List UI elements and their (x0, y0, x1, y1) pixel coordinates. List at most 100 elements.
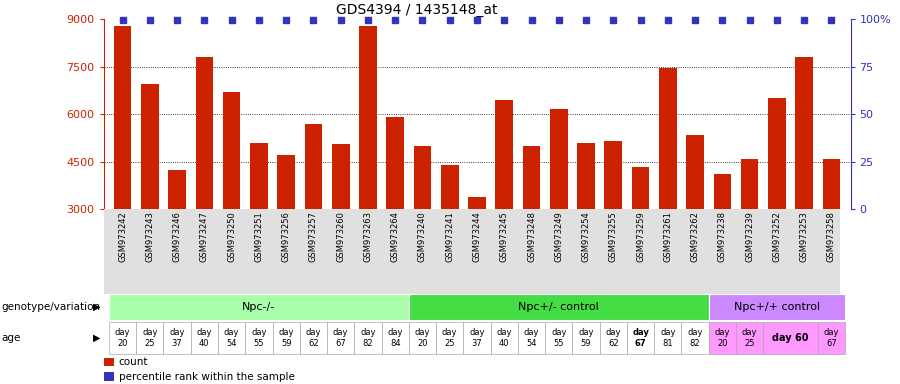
Text: ▶: ▶ (94, 302, 101, 312)
Bar (359, 26, 377, 209)
Text: GSM973252: GSM973252 (772, 211, 781, 262)
Text: Npc+/- control: Npc+/- control (518, 302, 599, 312)
Text: day
40: day 40 (196, 328, 212, 348)
Text: GSM973248: GSM973248 (527, 211, 536, 262)
Text: percentile rank within the sample: percentile rank within the sample (119, 371, 294, 382)
Bar (300, 322, 327, 354)
Text: age: age (2, 333, 22, 343)
Bar (436, 322, 464, 354)
Text: day
67: day 67 (632, 328, 649, 348)
Text: day
25: day 25 (742, 328, 758, 348)
Text: day
62: day 62 (606, 328, 621, 348)
Text: day
54: day 54 (524, 328, 539, 348)
Bar (273, 322, 300, 354)
Text: day
54: day 54 (224, 328, 239, 348)
Bar (104, 358, 114, 366)
Bar (327, 322, 355, 354)
Bar (355, 322, 382, 354)
Text: day
20: day 20 (415, 328, 430, 348)
Text: Npc+/+ control: Npc+/+ control (734, 302, 820, 312)
Bar (304, 124, 322, 209)
Bar (414, 146, 431, 209)
Text: GSM973253: GSM973253 (800, 211, 809, 262)
Text: GSM973246: GSM973246 (173, 211, 182, 262)
Text: day
37: day 37 (469, 328, 485, 348)
Bar (409, 322, 436, 354)
Bar (523, 146, 540, 209)
Bar (577, 143, 595, 209)
Bar (250, 143, 268, 209)
Bar (491, 322, 518, 354)
Text: day
59: day 59 (278, 328, 294, 348)
Bar (468, 197, 486, 209)
Bar (545, 322, 572, 354)
Text: GSM973264: GSM973264 (391, 211, 400, 262)
Text: day
20: day 20 (715, 328, 730, 348)
Text: GSM973247: GSM973247 (200, 211, 209, 262)
Text: GSM973250: GSM973250 (227, 211, 236, 262)
Bar (136, 322, 164, 354)
Bar (599, 322, 627, 354)
Text: day
55: day 55 (551, 328, 566, 348)
Bar (223, 92, 240, 209)
Bar (686, 135, 704, 209)
Bar (681, 322, 708, 354)
Text: day
37: day 37 (169, 328, 184, 348)
Bar (218, 322, 246, 354)
Text: GSM973251: GSM973251 (255, 211, 264, 262)
Text: day 60: day 60 (772, 333, 809, 343)
Bar (164, 322, 191, 354)
Title: GDS4394 / 1435148_at: GDS4394 / 1435148_at (337, 3, 498, 17)
Text: day
40: day 40 (497, 328, 512, 348)
Bar (708, 322, 736, 354)
Bar (796, 57, 813, 209)
Text: day
55: day 55 (251, 328, 266, 348)
Text: GSM973243: GSM973243 (145, 211, 154, 262)
Text: day
82: day 82 (688, 328, 703, 348)
Text: day
84: day 84 (388, 328, 403, 348)
Bar (386, 118, 404, 209)
Text: day
25: day 25 (442, 328, 457, 348)
Bar (113, 26, 131, 209)
Text: day
67: day 67 (824, 328, 839, 348)
Bar (382, 322, 409, 354)
Text: GSM973242: GSM973242 (118, 211, 127, 262)
Text: genotype/variation: genotype/variation (2, 302, 101, 312)
Bar (763, 322, 818, 354)
Bar (409, 294, 708, 320)
Text: day
67: day 67 (333, 328, 348, 348)
Bar (104, 372, 114, 381)
Text: GSM973257: GSM973257 (309, 211, 318, 262)
Bar (332, 144, 349, 209)
Bar (550, 109, 568, 209)
Text: GSM973255: GSM973255 (608, 211, 617, 262)
Bar (632, 167, 650, 209)
Bar (518, 322, 545, 354)
Text: GSM973254: GSM973254 (581, 211, 590, 262)
Bar (277, 156, 295, 209)
Text: GSM973261: GSM973261 (663, 211, 672, 262)
Bar (708, 294, 845, 320)
Text: GSM973262: GSM973262 (690, 211, 699, 262)
Bar (736, 322, 763, 354)
Bar (654, 322, 681, 354)
Bar (572, 322, 599, 354)
Text: GSM973239: GSM973239 (745, 211, 754, 262)
Bar (464, 322, 490, 354)
Bar (109, 294, 409, 320)
Text: GSM973249: GSM973249 (554, 211, 563, 262)
Text: Npc-/-: Npc-/- (242, 302, 275, 312)
Bar (627, 322, 654, 354)
Text: ▶: ▶ (94, 333, 101, 343)
Bar (741, 159, 759, 209)
Text: GSM973256: GSM973256 (282, 211, 291, 262)
Text: day
20: day 20 (115, 328, 130, 348)
Bar (495, 100, 513, 209)
Text: GSM973245: GSM973245 (500, 211, 508, 262)
Text: GSM973241: GSM973241 (446, 211, 454, 262)
Bar (441, 165, 459, 209)
Bar (246, 322, 273, 354)
Bar (141, 84, 158, 209)
Bar (714, 174, 731, 209)
Text: count: count (119, 357, 148, 367)
